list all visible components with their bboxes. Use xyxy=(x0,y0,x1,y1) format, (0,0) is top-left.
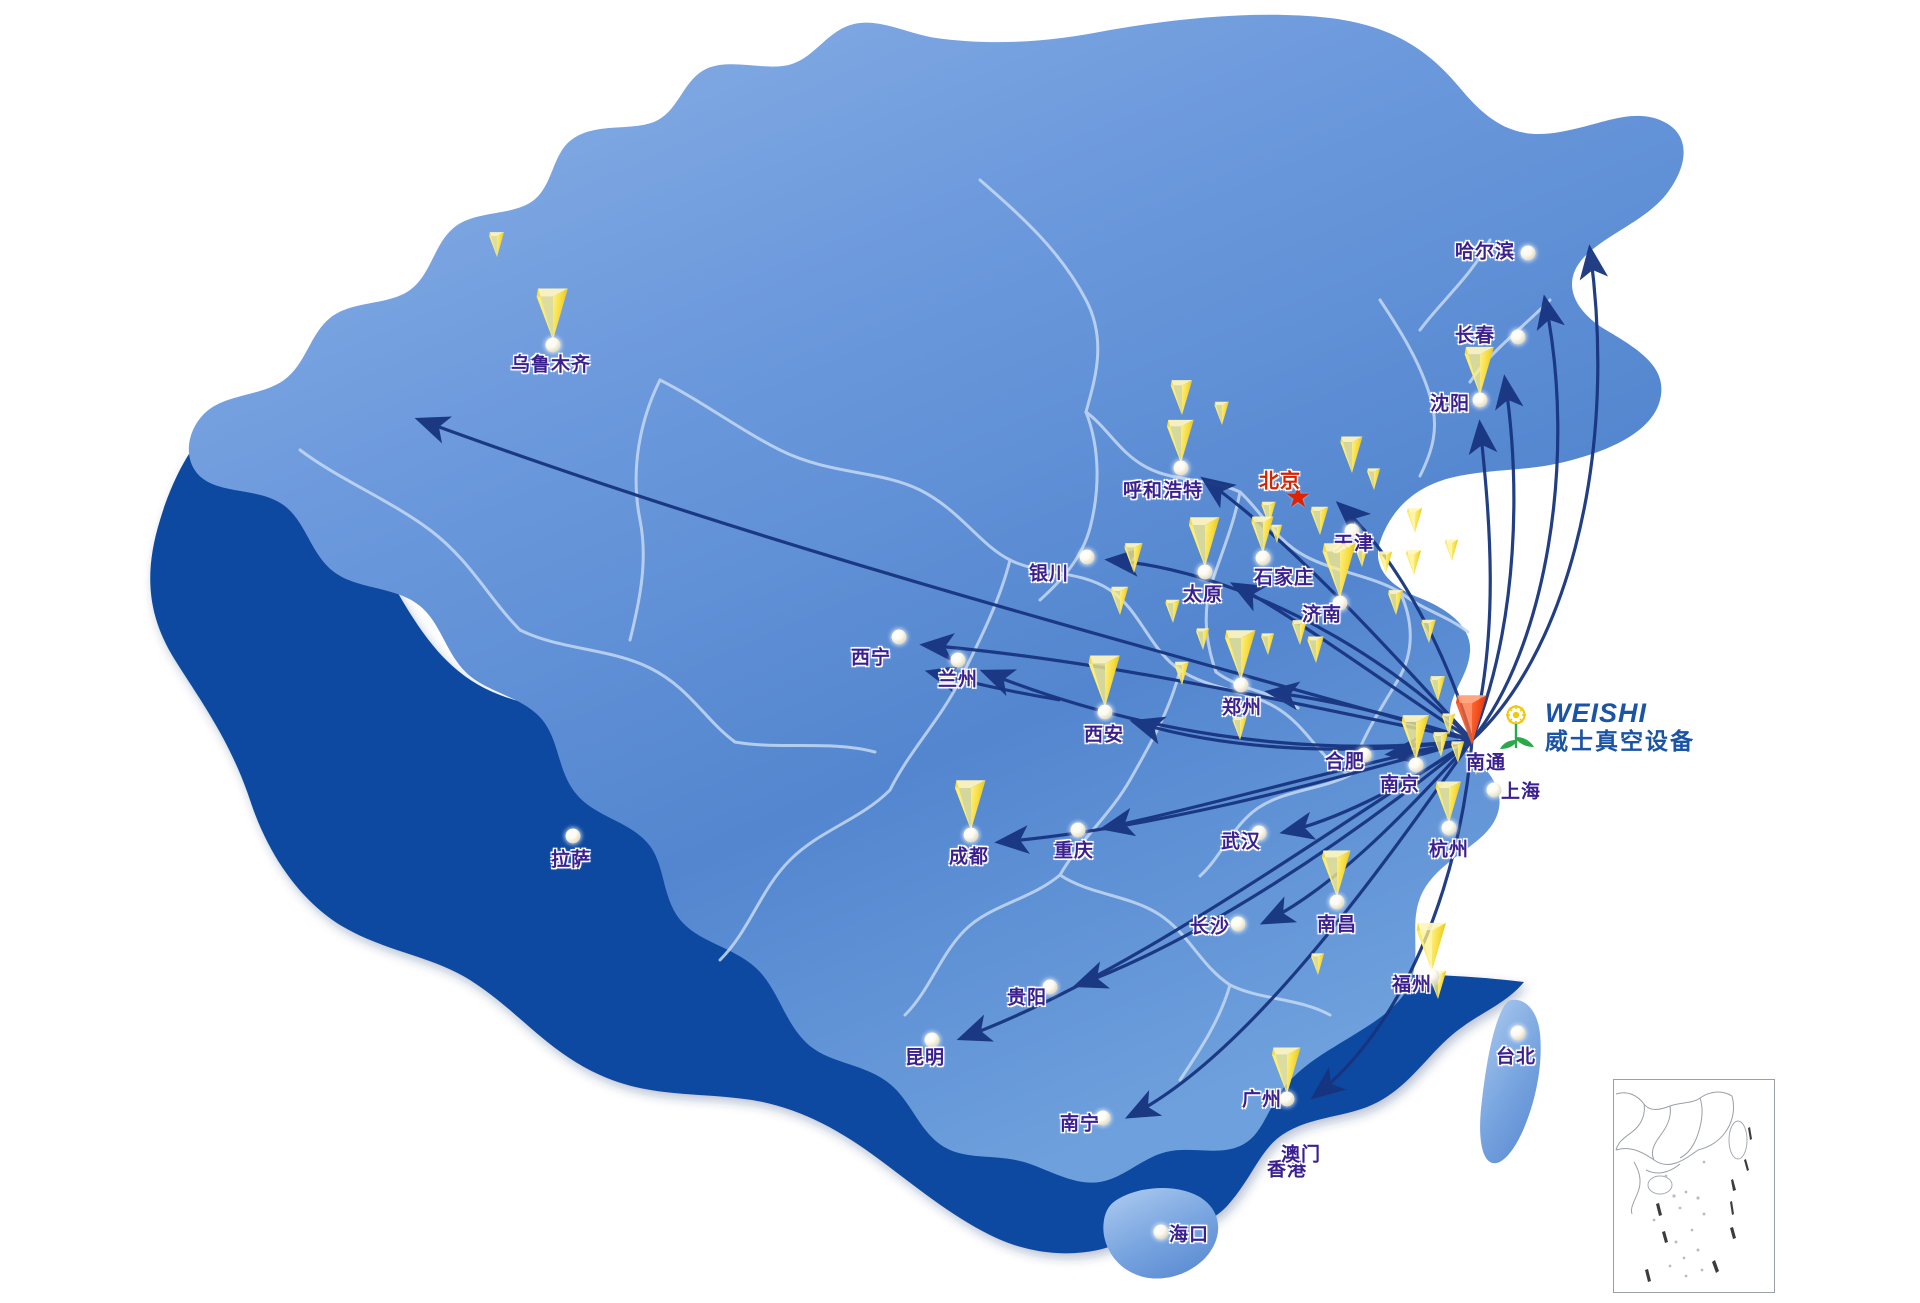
capital-star-icon: ★ xyxy=(1284,481,1312,514)
city-dot-成都[interactable] xyxy=(963,827,979,843)
route-lines-secondary xyxy=(924,665,1061,702)
route-lines xyxy=(414,244,1609,1119)
city-dot-乌鲁木齐[interactable] xyxy=(545,337,561,353)
city-label-海口: 海口 xyxy=(1168,1224,1210,1246)
city-label-西宁: 西宁 xyxy=(850,647,892,669)
city-dot-长春[interactable] xyxy=(1510,329,1526,345)
city-dot-上海[interactable] xyxy=(1486,782,1502,798)
city-dot-南昌[interactable] xyxy=(1329,894,1345,910)
city-dot-银川[interactable] xyxy=(1079,549,1095,565)
city-dot-石家庄[interactable] xyxy=(1255,550,1271,566)
city-label-太原: 太原 xyxy=(1182,584,1224,606)
city-label-合肥: 合肥 xyxy=(1324,751,1366,773)
city-label-南通: 南通 xyxy=(1465,752,1507,774)
city-dot-兰州[interactable] xyxy=(950,652,966,668)
city-label-重庆: 重庆 xyxy=(1053,840,1095,862)
city-dot-广州[interactable] xyxy=(1279,1091,1295,1107)
city-label-拉萨: 拉萨 xyxy=(550,849,592,871)
city-label-济南: 济南 xyxy=(1301,604,1343,626)
city-dot-呼和浩特[interactable] xyxy=(1173,460,1189,476)
weishi-logo: WEISHI 威士真空设备 xyxy=(1498,700,1695,753)
city-label-郑州: 郑州 xyxy=(1221,697,1263,719)
home-marker-nantong[interactable] xyxy=(1449,685,1496,750)
city-dot-哈尔滨[interactable] xyxy=(1520,245,1536,261)
city-label-台北: 台北 xyxy=(1495,1046,1537,1068)
dandelion-logo-icon xyxy=(1498,704,1538,750)
city-dot-长沙[interactable] xyxy=(1230,916,1246,932)
city-label-沈阳: 沈阳 xyxy=(1429,393,1471,415)
city-dot-昆明[interactable] xyxy=(924,1032,940,1048)
city-dot-济南[interactable] xyxy=(1332,595,1348,611)
city-label-昆明: 昆明 xyxy=(904,1047,946,1069)
city-label-成都: 成都 xyxy=(948,846,990,868)
city-dot-沈阳[interactable] xyxy=(1472,392,1488,408)
city-dot-太原[interactable] xyxy=(1197,564,1213,580)
city-dot-海口[interactable] xyxy=(1153,1224,1169,1240)
city-dot-台北[interactable] xyxy=(1510,1025,1526,1041)
city-label-广州: 广州 xyxy=(1241,1089,1283,1111)
city-label-银川: 银川 xyxy=(1028,563,1070,585)
city-label-香港: 香港 xyxy=(1266,1159,1308,1181)
taiwan-island xyxy=(1480,999,1541,1164)
province-borders xyxy=(298,178,1552,1082)
city-label-南宁: 南宁 xyxy=(1059,1113,1101,1135)
city-label-哈尔滨: 哈尔滨 xyxy=(1454,241,1516,263)
city-label-石家庄: 石家庄 xyxy=(1253,567,1315,589)
city-label-杭州: 杭州 xyxy=(1428,839,1470,861)
city-label-长沙: 长沙 xyxy=(1189,916,1231,938)
city-label-武汉: 武汉 xyxy=(1220,831,1262,853)
city-label-上海: 上海 xyxy=(1500,781,1542,803)
city-dot-郑州[interactable] xyxy=(1233,677,1249,693)
city-dot-武汉[interactable] xyxy=(1251,825,1267,841)
city-label-贵阳: 贵阳 xyxy=(1006,987,1048,1009)
city-label-南昌: 南昌 xyxy=(1316,914,1358,936)
city-dot-南京[interactable] xyxy=(1408,757,1424,773)
logo-english-text: WEISHI xyxy=(1545,698,1648,728)
city-dot-南宁[interactable] xyxy=(1095,1110,1111,1126)
logo-chinese-text: 威士真空设备 xyxy=(1545,728,1695,754)
city-dot-合肥[interactable] xyxy=(1356,747,1372,763)
city-label-澳门: 澳门 xyxy=(1280,1144,1322,1166)
city-label-天津: 天津 xyxy=(1333,533,1375,555)
city-dot-西安[interactable] xyxy=(1097,704,1113,720)
city-label-长春: 长春 xyxy=(1454,325,1496,347)
city-label-乌鲁木齐: 乌鲁木齐 xyxy=(510,354,592,376)
city-dot-西宁[interactable] xyxy=(891,629,907,645)
city-dot-福州[interactable] xyxy=(1424,968,1440,984)
city-dot-天津[interactable] xyxy=(1344,523,1360,539)
city-dot-拉萨[interactable] xyxy=(565,828,581,844)
city-label-西安: 西安 xyxy=(1083,724,1125,746)
south-china-sea-inset xyxy=(1613,1079,1775,1293)
city-label-南京: 南京 xyxy=(1379,774,1421,796)
city-dot-贵阳[interactable] xyxy=(1042,979,1058,995)
city-label-北京: 北京 xyxy=(1259,470,1301,493)
city-dot-杭州[interactable] xyxy=(1441,820,1457,836)
city-dot-重庆[interactable] xyxy=(1070,822,1086,838)
city-label-呼和浩特: 呼和浩特 xyxy=(1122,480,1204,502)
city-label-兰州: 兰州 xyxy=(937,669,979,691)
city-label-福州: 福州 xyxy=(1391,974,1433,996)
